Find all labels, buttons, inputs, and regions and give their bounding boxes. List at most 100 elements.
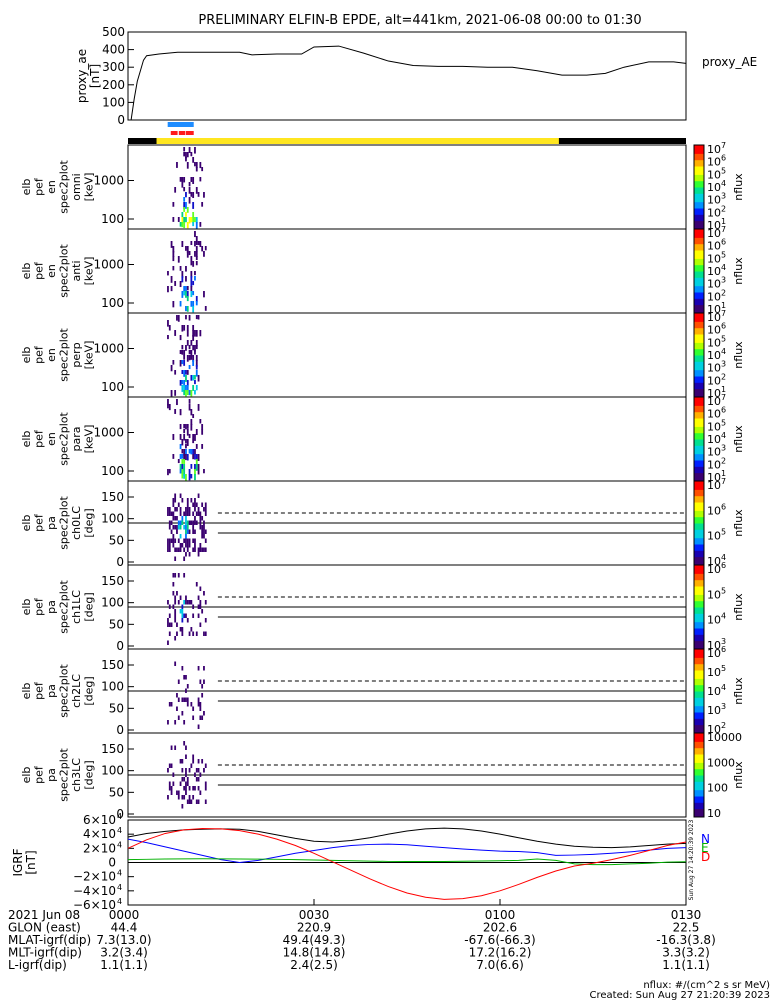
spectrogram-pixel [201, 715, 204, 720]
panel-ylabel-line: para [70, 427, 83, 452]
panel-ylabel-line: [keV] [83, 257, 96, 286]
igrf-ytick-label: 2×10 [83, 841, 116, 855]
spectrogram-pixel [190, 474, 193, 479]
spectrogram-pixel [195, 582, 198, 587]
spectrogram-pixel [172, 538, 175, 543]
panel-ylabel-line: elb [20, 599, 33, 616]
panel-ylabel-line: spec2plot [58, 244, 71, 298]
colorbar-tick-label: 105 [707, 664, 726, 679]
colorbar-swatch [694, 338, 704, 341]
spectrogram-pixel [174, 516, 177, 521]
spectrogram-pixel [167, 507, 169, 512]
spectrogram-pixel [170, 702, 173, 707]
spectrogram-pixel [174, 187, 177, 193]
colorbar-tick-exponent: 7 [721, 225, 726, 234]
spectrogram-pixel [179, 627, 182, 632]
spectrogram-pixel [197, 768, 200, 773]
spectrogram-pixel [181, 469, 184, 476]
footer: 2021 Jun 08 0000 0030 0100 0130 GLON (east) 44… [8, 908, 770, 1000]
spectrogram-pixel [181, 370, 184, 375]
spectrogram-pixel [201, 424, 204, 430]
spectrogram-pixel [186, 330, 189, 337]
colorbar-label: nflux [732, 173, 745, 201]
colorbar-tick-exponent: 6 [721, 561, 726, 570]
spectrogram-pixel [190, 350, 193, 357]
spectrogram-pixel [203, 768, 205, 773]
spectrogram-pixel [183, 325, 186, 331]
colorbar-swatch [694, 709, 704, 713]
spectrogram-pixel [199, 177, 202, 182]
spectrogram-pixel [204, 507, 207, 512]
panel-ylabel-line: spec2plot [58, 160, 71, 214]
spectrogram-pixel [185, 345, 187, 351]
spectrogram-pixel [188, 345, 191, 350]
colorbar-swatch [694, 405, 704, 408]
spectrogram-panel-8: elbpefpaspec2plotch3LC[deg] 0 50 100 150 [20, 732, 687, 821]
spectrogram-pixel [194, 529, 196, 534]
spectrogram-pixel [192, 786, 195, 791]
colorbar-swatch [694, 304, 704, 308]
panel-ylabel-line: omni [70, 173, 83, 200]
spectrogram-pixel [172, 511, 175, 516]
colorbar-tick-exponent: 6 [721, 502, 726, 511]
spectrogram-pixel [183, 454, 186, 461]
spectrogram-pixel [190, 301, 193, 307]
spectrogram-pixel [172, 534, 175, 539]
spectrogram-pixel [195, 345, 198, 350]
spectrogram-pixel [185, 507, 187, 512]
colorbar-swatch [694, 147, 704, 150]
spectrogram-pixel [186, 251, 189, 258]
spectrogram-pixel [186, 600, 189, 605]
spectrogram-pixel [172, 202, 175, 207]
igrf-ylabel-line: [nT] [24, 850, 38, 874]
colorbar-swatch [694, 793, 704, 797]
spectrogram-pixel [192, 511, 195, 516]
colorbar-swatch [694, 310, 704, 314]
igrf-legend-d: D [701, 850, 710, 864]
spectrogram-pixel [167, 768, 169, 773]
spectrogram-pixel [183, 390, 186, 396]
colorbar-swatch [694, 590, 704, 593]
spectrogram-pixel [172, 781, 175, 786]
spectrogram-pixel [174, 498, 177, 503]
colorbar-swatch [694, 348, 704, 352]
colorbar-swatch [694, 531, 704, 534]
panel-ylabel-line: pa [45, 516, 58, 530]
panel-ylabel-line: en [45, 264, 58, 278]
colorbar-tick-exponent: 5 [721, 586, 726, 595]
panel-ylabel-line: pa [45, 684, 58, 698]
spectrogram-pixel [179, 547, 182, 552]
spectrogram-pixel [195, 360, 198, 367]
colorbar-swatch [694, 592, 704, 595]
colorbar-label: nflux [732, 761, 745, 789]
colorbar-tick-exponent: 2 [721, 721, 726, 730]
spectrogram-pixel [168, 604, 171, 609]
spectrogram-panel-2: elbpefenspec2plotanti[keV] 100 1000 [20, 228, 687, 314]
panel-ytick-label: 50 [109, 701, 124, 715]
spectrogram-pixel [195, 799, 198, 804]
spectrogram-pixel [167, 335, 169, 340]
spectrogram-pixel [174, 745, 177, 750]
panel-frame [127, 144, 687, 230]
colorbar-swatch [694, 283, 704, 287]
spectrogram-pixel [174, 636, 177, 641]
colorbar-swatch [694, 289, 704, 293]
footer-value: 0100 [485, 908, 516, 922]
spectrogram-pixel [179, 525, 182, 530]
spectrogram-pixel [183, 360, 186, 366]
spectrogram-pixel [195, 464, 198, 471]
spectrogram-pixel [188, 365, 191, 370]
spectrogram-pixel [181, 380, 184, 385]
spectrogram-pixel [197, 613, 200, 618]
spectrogram-pixel [204, 246, 207, 251]
spectrogram-pixel [190, 291, 193, 298]
spectrogram-pixel [192, 715, 195, 720]
igrf-ytick-label: −4×10 [73, 884, 116, 898]
colorbar-swatch [694, 718, 704, 721]
colorbar-swatch [694, 684, 704, 688]
spectrogram-pixel [185, 444, 187, 449]
colorbar-swatch [694, 712, 704, 715]
colorbar-tick-label: 104 [707, 612, 726, 627]
colorbar-tick-label: 106 [707, 561, 726, 576]
